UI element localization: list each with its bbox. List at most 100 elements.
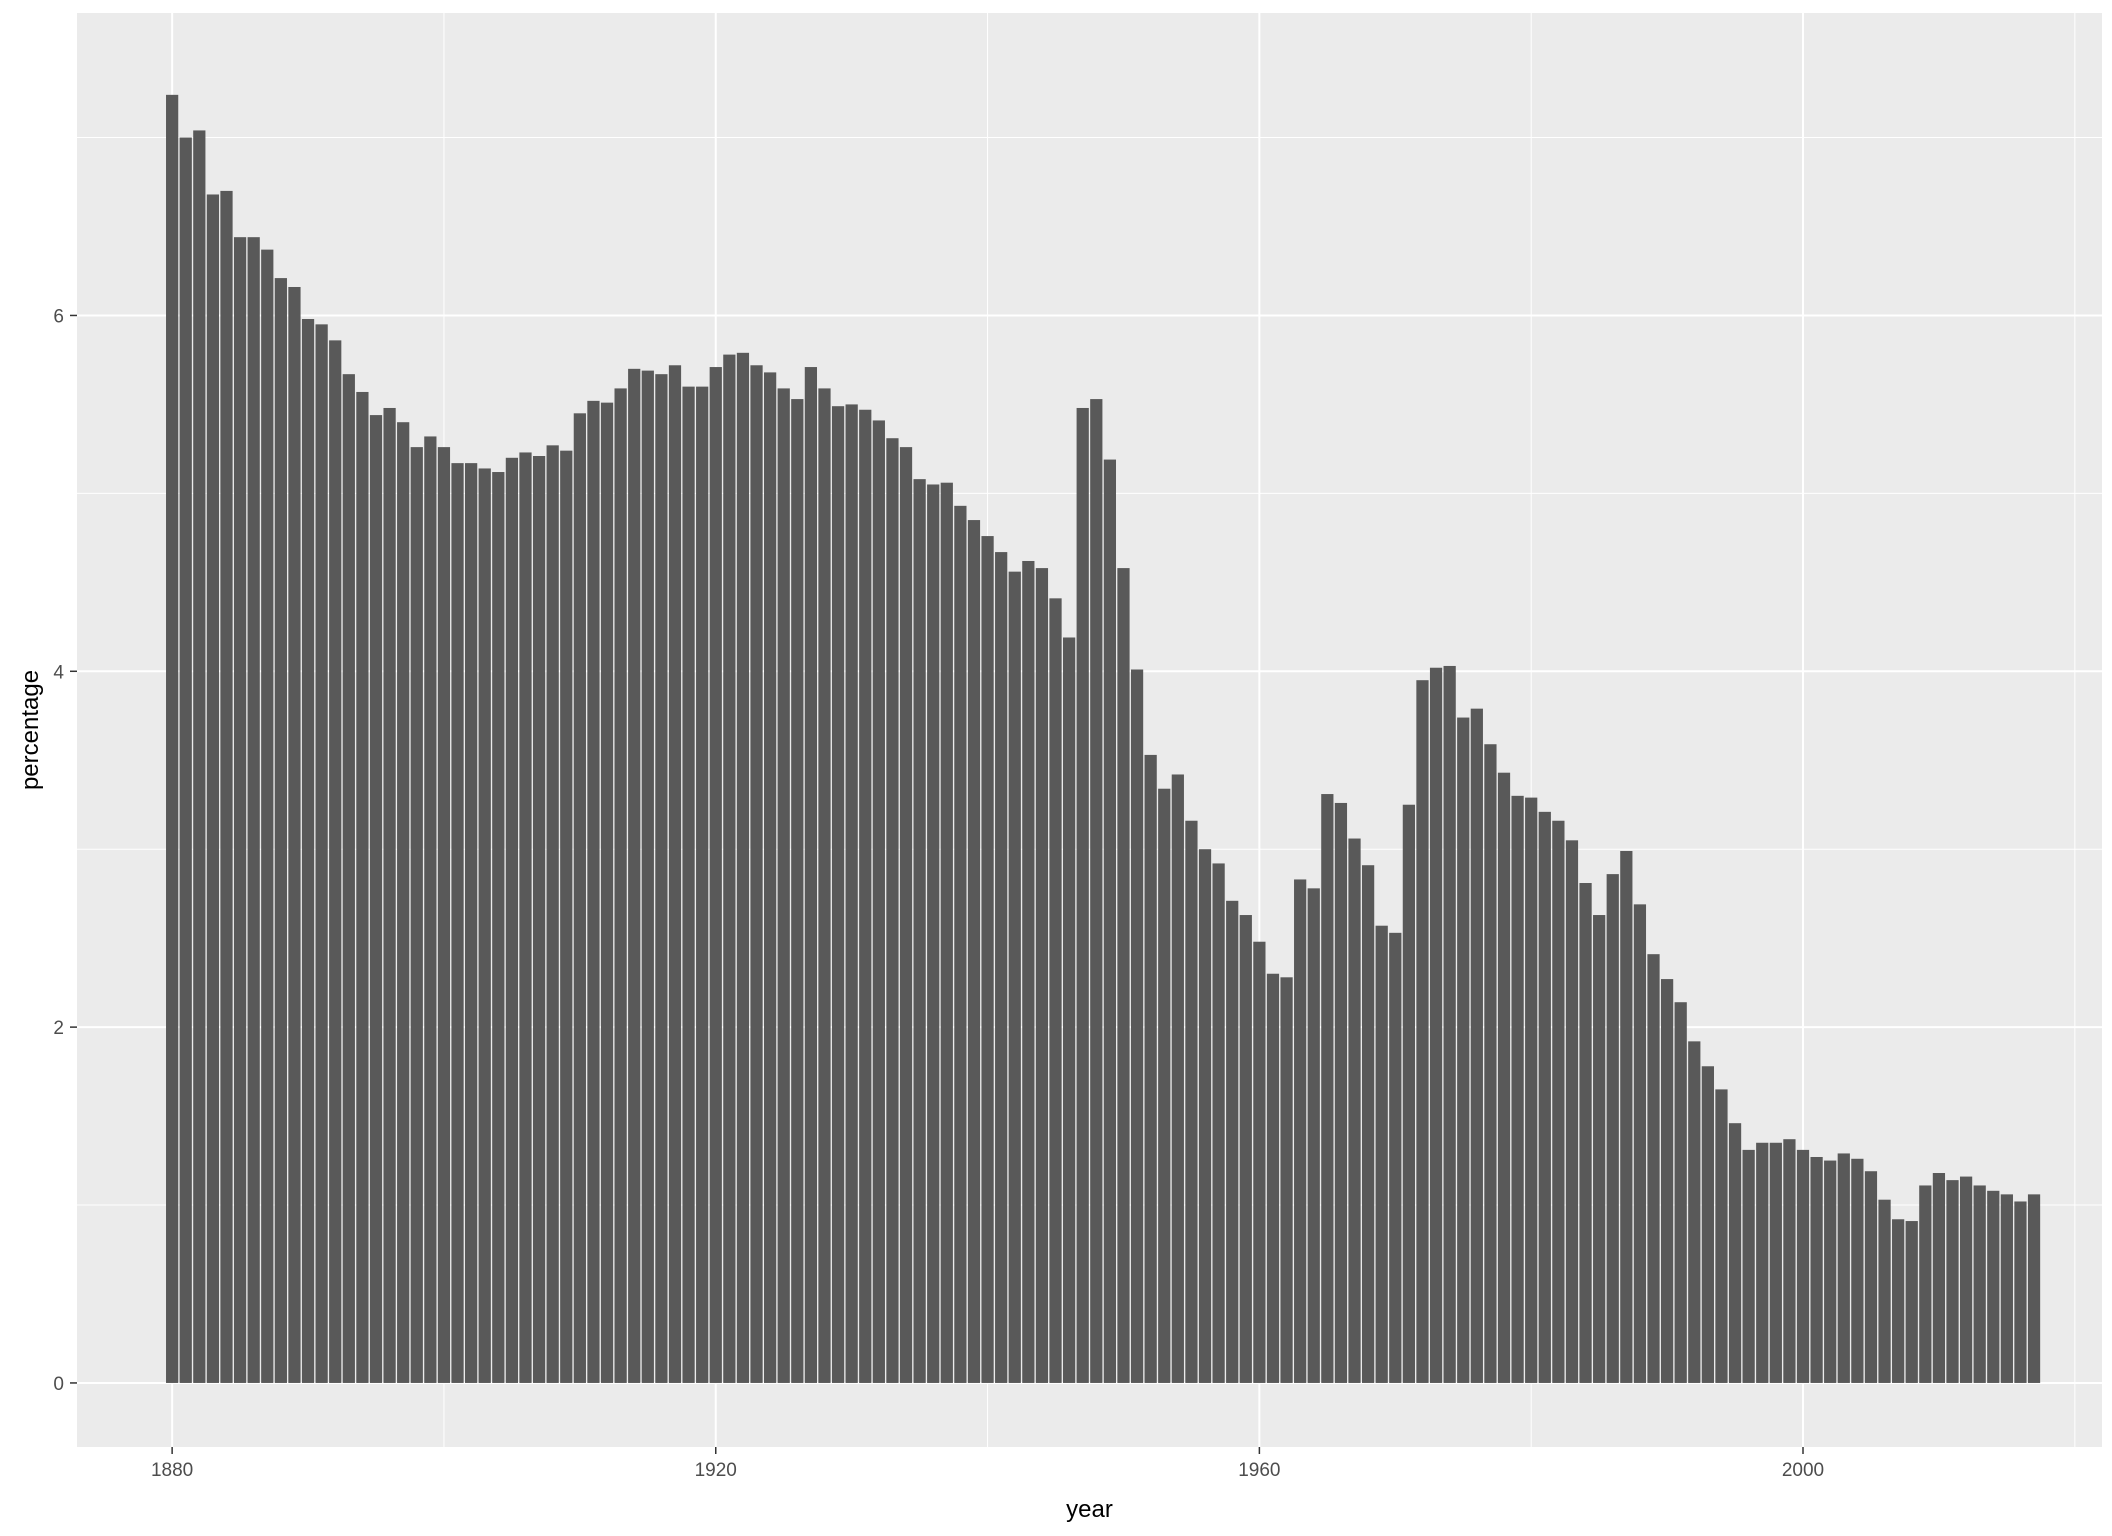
x-tick-label: 1920 [695, 1460, 737, 1481]
bar [818, 388, 831, 1383]
bar [261, 249, 274, 1383]
bar [179, 137, 192, 1383]
bar [1334, 802, 1348, 1383]
bar [166, 94, 179, 1383]
bar [1728, 1123, 1742, 1383]
bar [233, 237, 247, 1383]
bar [573, 413, 586, 1383]
bar [1348, 838, 1361, 1383]
bar [1742, 1149, 1755, 1383]
bar [1919, 1185, 1932, 1383]
bar [478, 468, 491, 1383]
bar [424, 436, 437, 1383]
bar [1090, 399, 1103, 1383]
bar [1321, 794, 1334, 1383]
bar [1606, 874, 1619, 1383]
bar [288, 286, 301, 1383]
bar [1973, 1185, 1986, 1383]
bar [927, 484, 940, 1383]
bar [1851, 1158, 1864, 1383]
bar [913, 479, 926, 1383]
bar [696, 386, 709, 1383]
bar [2014, 1201, 2027, 1383]
bar [329, 340, 342, 1383]
bar [1361, 865, 1375, 1383]
bar [682, 386, 695, 1383]
x-axis-title: year [1066, 1496, 1113, 1523]
bar [1538, 811, 1551, 1383]
bar [1212, 863, 1225, 1383]
bar [247, 237, 260, 1383]
bar [1457, 717, 1470, 1383]
y-tick-label: 0 [53, 1374, 64, 1395]
bar [1674, 1002, 1687, 1383]
bar [981, 536, 994, 1383]
bar [1769, 1142, 1782, 1383]
bar [736, 352, 750, 1383]
bar [1633, 904, 1647, 1383]
bar [342, 374, 355, 1383]
bar [1525, 797, 1538, 1383]
bar [1375, 925, 1388, 1383]
bar [1484, 744, 1497, 1383]
bar [546, 445, 559, 1383]
bar [193, 130, 206, 1383]
bar [1158, 788, 1171, 1383]
bar [220, 190, 233, 1383]
bar [560, 450, 573, 1383]
bar [505, 457, 519, 1383]
x-tick-label: 2000 [1782, 1460, 1824, 1481]
bar [1429, 667, 1443, 1383]
bar [532, 456, 546, 1383]
bar [940, 482, 953, 1383]
bar [1416, 680, 1429, 1383]
bar [1008, 571, 1021, 1383]
bar [301, 319, 315, 1383]
bar [668, 365, 682, 1383]
bar [492, 472, 505, 1383]
bar [587, 400, 600, 1383]
bar [206, 194, 220, 1383]
bar [1130, 669, 1144, 1383]
bar [1905, 1221, 1918, 1383]
bar [1987, 1190, 2000, 1383]
bar [1294, 879, 1307, 1383]
bar [1593, 915, 1606, 1383]
bar [1022, 560, 1035, 1383]
bar [1239, 915, 1252, 1383]
bar [1878, 1199, 1891, 1383]
bar [1103, 459, 1117, 1383]
y-tick-label: 4 [53, 662, 64, 683]
bar [2027, 1194, 2041, 1383]
bar [1824, 1160, 1837, 1383]
bar [1511, 795, 1524, 1383]
bar [845, 404, 858, 1383]
bar [1171, 774, 1184, 1383]
bar [1280, 977, 1293, 1383]
bar [954, 505, 967, 1383]
bar [831, 406, 845, 1383]
bar [397, 422, 410, 1383]
bar [655, 374, 668, 1383]
bar [451, 463, 464, 1383]
bar [1660, 979, 1674, 1383]
bar [777, 388, 790, 1383]
bar [1946, 1180, 1959, 1383]
bar [1647, 954, 1660, 1383]
bar [1892, 1219, 1905, 1383]
bar [1688, 1041, 1701, 1383]
bar [1810, 1156, 1823, 1383]
bar [995, 552, 1008, 1383]
bar [1701, 1066, 1714, 1383]
bar [369, 415, 383, 1383]
bar [2000, 1194, 2013, 1383]
bar [1552, 820, 1565, 1383]
bar [1443, 665, 1456, 1383]
bar [274, 278, 287, 1383]
bar [1715, 1089, 1728, 1383]
bar [1226, 900, 1239, 1383]
bar [1932, 1173, 1946, 1383]
bar [1076, 407, 1089, 1383]
bar [1864, 1171, 1878, 1383]
